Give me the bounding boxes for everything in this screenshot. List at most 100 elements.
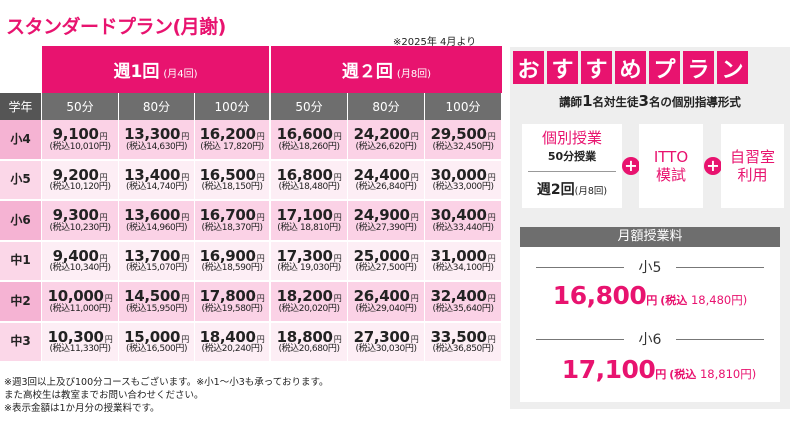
monthly-price: 31,000円 — [425, 247, 501, 265]
tax-label: (税込 — [660, 294, 688, 307]
monthly-price: 15,000円 — [119, 328, 194, 346]
yen-unit: 円 — [256, 213, 265, 223]
monthly-fee-header: 月額授業料 — [520, 227, 780, 247]
price-cell: 24,400円 (税込26,840円) — [348, 160, 425, 201]
price-value: 33,500 — [430, 327, 487, 346]
yen-unit: 円 — [410, 334, 419, 344]
tax-included-price: (税込11,330円) — [49, 344, 111, 355]
price-value: 30,400 — [430, 206, 487, 225]
price-cell: 16,600円 (税込18,260円) — [271, 120, 348, 161]
box-line: 利用 — [737, 166, 768, 184]
table-row: 小5 9,200円 (税込10,120円) 13,400円 (税込14,740円) 16,… — [0, 160, 503, 201]
monthly-price: 17,300円 — [271, 247, 347, 265]
title-char: め — [615, 51, 646, 84]
recommended-plan-panel: お す す め プ ラ ン 講師1名対生徒3名の個別指導形式 個別授業 50分授… — [510, 47, 790, 409]
price-value: 24,900 — [353, 206, 410, 225]
title-char: プ — [649, 51, 680, 84]
box-frequency: 週2回(月8回) — [522, 179, 622, 199]
monthly-price: 9,400円 — [42, 247, 118, 265]
format-text: 講師 — [559, 95, 583, 109]
yen-unit: 円 — [487, 213, 496, 223]
yen-unit: 円 — [256, 294, 265, 304]
price-value: 9,200 — [52, 165, 99, 184]
table-row: 中1 9,400円 (税込10,340円) 13,700円 (税込15,070円) 16,… — [0, 241, 503, 282]
yen-unit: 円 — [99, 213, 108, 223]
yen-unit: 円 — [181, 294, 189, 304]
monthly-price: 25,000円 — [348, 247, 424, 265]
price-cell: 17,800円 (税込19,580円) — [195, 282, 271, 323]
price-cell: 13,700円 (税込15,070円) — [119, 241, 195, 282]
price-cell: 9,300円 (税込10,230円) — [42, 201, 119, 242]
price-value: 16,600 — [276, 125, 333, 144]
table-corner — [0, 46, 42, 93]
frequency-sub: (月8回) — [574, 186, 608, 197]
yen-unit: 円 — [256, 253, 265, 263]
price-cell: 17,100円 (税込 18,810円) — [271, 201, 348, 242]
monthly-price: 18,200円 — [271, 288, 347, 305]
price-table: 週1回 (月4回) 週２回 (月8回) 学年 50分 80分 100分 50分 80… — [0, 46, 503, 363]
tax-included-price: (税込11,000円) — [49, 303, 111, 314]
price-value: 10,300 — [47, 327, 104, 346]
tax-included-price: (税込10,340円) — [49, 263, 111, 274]
fee-amount: 17,100 — [561, 355, 656, 384]
yen-unit: 円 — [487, 172, 496, 182]
price-cell: 16,900円 (税込18,590円) — [195, 241, 271, 282]
tax-included-price: (税込19,580円) — [201, 303, 263, 314]
price-cell: 18,400円 (税込20,240円) — [195, 322, 271, 363]
monthly-price: 18,400円 — [195, 328, 269, 346]
tax-included-price: (税込15,070円) — [125, 263, 188, 274]
price-cell: 10,000円 (税込11,000円) — [42, 282, 119, 323]
monthly-price: 13,600円 — [119, 207, 194, 224]
footnote: ※週3回以上及び100分コースもございます。※小1～小3も承っております。 — [4, 377, 329, 388]
price-value: 17,800 — [199, 287, 256, 306]
price-value: 9,100 — [52, 125, 99, 144]
tax-included-price: (税込18,590円) — [201, 263, 263, 274]
tax-included-price: (税込26,840円) — [355, 182, 417, 193]
tax-included-price: (税込10,120円) — [49, 182, 111, 193]
title-char: ラ — [683, 51, 714, 84]
yen-unit: 円 — [487, 132, 496, 142]
fee-yen: 円 — [655, 368, 667, 381]
fee-amount: 16,800 — [552, 281, 647, 310]
price-value: 9,300 — [52, 206, 99, 225]
yen-unit: 円 — [333, 213, 342, 223]
monthly-price: 13,700円 — [119, 247, 194, 265]
monthly-price: 17,100円 — [271, 207, 347, 224]
price-value: 17,100 — [276, 206, 333, 225]
monthly-price: 14,500円 — [119, 288, 194, 305]
price-cell: 30,400円 (税込33,440円) — [425, 201, 503, 242]
monthly-price: 30,000円 — [425, 166, 501, 184]
tax-included-price: (税込20,680円) — [278, 344, 340, 355]
monthly-price: 16,800円 — [271, 166, 347, 184]
price-cell: 32,400円 (税込35,640円) — [425, 282, 503, 323]
tax-included-price: (税込35,640円) — [432, 303, 494, 314]
tax-value: 18,810円) — [699, 367, 757, 381]
price-cell: 24,900円 (税込27,390円) — [348, 201, 425, 242]
duration-header: 50分 — [271, 93, 348, 120]
tax-included-price: (税込20,020円) — [278, 303, 340, 314]
yen-unit: 円 — [487, 294, 496, 304]
duration-header: 100分 — [195, 93, 271, 120]
price-cell: 18,800円 (税込20,680円) — [271, 322, 348, 363]
monthly-price: 16,200円 — [195, 126, 269, 143]
grade-cell: 小4 — [0, 120, 42, 161]
mock-exam-box: ITTO 模試 — [639, 124, 703, 208]
price-cell: 33,500円 (税込36,850円) — [425, 322, 503, 363]
fee-price: 17,100円 (税込 18,810円) — [520, 355, 780, 384]
yen-unit: 円 — [410, 213, 419, 223]
yen-unit: 円 — [410, 132, 419, 142]
group-sub: (月4回) — [163, 69, 198, 80]
price-cell: 24,200円 (税込26,620円) — [348, 120, 425, 161]
table-row: 中2 10,000円 (税込11,000円) 14,500円 (税込15,950円) 17… — [0, 282, 503, 323]
yen-unit: 円 — [181, 253, 189, 263]
yen-unit: 円 — [333, 334, 342, 344]
table-row: 小4 9,100円 (税込10,010円) 13,300円 (税込14,630円) 16,… — [0, 120, 503, 161]
price-cell: 29,500円 (税込32,450円) — [425, 120, 503, 161]
title-char: す — [547, 51, 578, 84]
tax-included-price: (税込26,620円) — [355, 141, 417, 152]
price-cell: 13,300円 (税込14,630円) — [119, 120, 195, 161]
grade-cell: 中3 — [0, 322, 42, 363]
price-cell: 16,800円 (税込18,480円) — [271, 160, 348, 201]
monthly-price: 17,800円 — [195, 288, 269, 305]
tax-included-price: (税込36,850円) — [432, 344, 494, 355]
